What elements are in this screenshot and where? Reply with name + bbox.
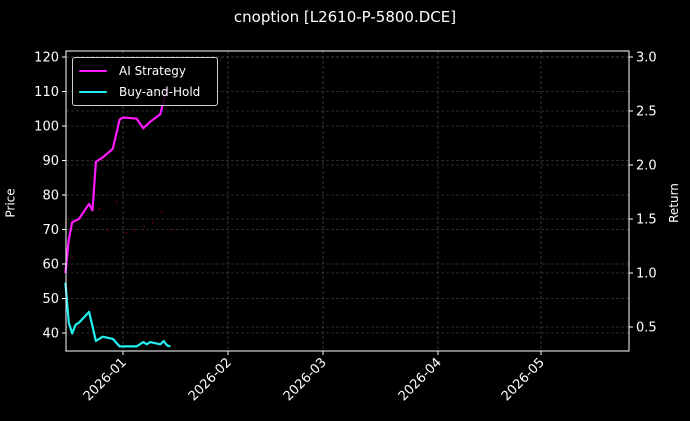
svg-text:0.5: 0.5 (636, 321, 657, 336)
legend-item-buy-and-hold: Buy-and-Hold (79, 84, 200, 100)
ai-strategy-line (64, 85, 169, 274)
svg-text:2.0: 2.0 (636, 159, 657, 174)
svg-text:90: 90 (42, 154, 59, 169)
x-axis-ticks: 2026-01 2026-02 2026-03 2026-04 2026-05 (81, 351, 548, 404)
svg-text:60: 60 (42, 258, 59, 273)
svg-text:100: 100 (34, 120, 59, 135)
svg-text:2026-05: 2026-05 (499, 355, 548, 404)
left-axis-label: Price (3, 188, 18, 218)
svg-text:3.0: 3.0 (636, 51, 657, 66)
legend: AI Strategy Buy-and-Hold (72, 57, 218, 106)
svg-text:2026-03: 2026-03 (281, 355, 330, 404)
svg-text:40: 40 (42, 327, 59, 342)
buy-and-hold-line (64, 282, 171, 348)
svg-text:110: 110 (34, 85, 59, 100)
right-axis-ticks: 0.5 1.0 1.5 2.0 2.5 3.0 (629, 51, 657, 336)
svg-text:2026-01: 2026-01 (81, 355, 130, 404)
legend-swatch-buy-and-hold (79, 90, 107, 94)
legend-label: AI Strategy (119, 64, 186, 78)
svg-text:120: 120 (34, 51, 59, 66)
svg-text:70: 70 (42, 223, 59, 238)
svg-text:1.5: 1.5 (636, 213, 657, 228)
legend-item-ai-strategy: AI Strategy (79, 63, 186, 79)
svg-text:2026-04: 2026-04 (396, 355, 445, 404)
svg-text:80: 80 (42, 189, 59, 204)
plot-frame (65, 50, 630, 352)
right-axis-label: Return (666, 183, 681, 223)
svg-text:50: 50 (42, 292, 59, 307)
left-axis-ticks: 40 50 60 70 80 90 100 110 120 (34, 51, 66, 342)
svg-text:1.0: 1.0 (636, 267, 657, 282)
chart-title: cnoption [L2610-P-5800.DCE] (233, 8, 457, 26)
svg-text:2026-02: 2026-02 (186, 355, 235, 404)
svg-text:2.5: 2.5 (636, 105, 657, 120)
legend-swatch-ai-strategy (79, 69, 107, 73)
legend-label: Buy-and-Hold (119, 85, 201, 99)
